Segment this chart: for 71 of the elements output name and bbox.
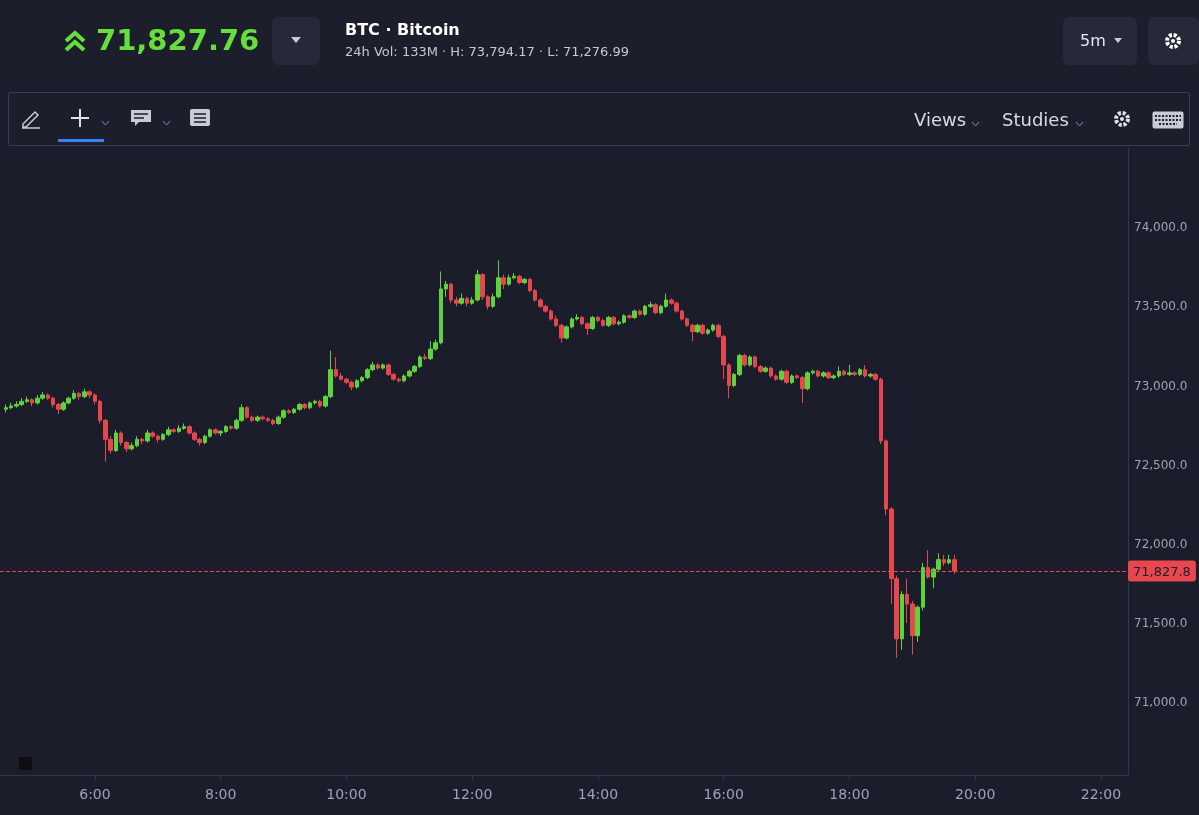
candlestick: [784, 369, 789, 385]
candlestick: [821, 370, 826, 379]
x-tick-label: 6:00: [79, 786, 111, 802]
text: 71,827.76: [96, 22, 260, 59]
candlestick: [501, 274, 506, 290]
candlestick: [947, 554, 951, 565]
x-tick-label: 20:00: [955, 786, 996, 802]
y-tick-label: 71,000.0: [1134, 695, 1188, 710]
candlestick: [606, 315, 611, 328]
x-tick-label: 18:00: [829, 786, 870, 802]
candlestick: [695, 323, 700, 334]
candlestick: [700, 323, 705, 336]
candlestick: [517, 274, 522, 285]
x-tick-label: 22:00: [1080, 786, 1122, 802]
candlestick: [627, 313, 632, 320]
x-tick-label: 10:00: [326, 786, 367, 802]
candlestick: [77, 391, 81, 401]
candlestick: [858, 367, 862, 377]
y-tick-label: 72,500.0: [1134, 457, 1188, 472]
candlestick: [114, 429, 118, 453]
candlestick: [748, 354, 752, 367]
candlestick: [653, 302, 658, 315]
candlestick: [632, 309, 637, 320]
candlestick: [942, 554, 946, 567]
text: 5m: [1080, 31, 1106, 50]
chart-subtitle: 24h Vol: 133M · H: 73,794.17 · L: 71,276.99: [345, 44, 630, 59]
candlestick: [465, 296, 469, 307]
candlestick: [863, 364, 867, 379]
candlestick: [255, 415, 260, 423]
candlestick: [376, 362, 380, 371]
candlestick: [638, 309, 642, 317]
y-tick-label: 73,500.0: [1134, 299, 1188, 314]
candlestick: [816, 369, 820, 379]
candlestick: [423, 353, 427, 361]
text: Views: [914, 109, 967, 130]
y-tick-label: 71,500.0: [1134, 616, 1188, 630]
candlestick: [171, 427, 176, 434]
candlestick: [302, 402, 307, 410]
candlestick: [826, 370, 831, 380]
candlestick: [842, 369, 846, 377]
candlestick: [381, 362, 385, 371]
candlestick: [318, 399, 322, 409]
candlestick: [763, 366, 768, 374]
chart-title: BTC · Bitcoin: [345, 20, 460, 39]
candlestick: [742, 353, 747, 367]
x-tick-label: 8:00: [204, 786, 237, 802]
candlestick: [790, 373, 794, 385]
y-tick-label: 73,000.0: [1134, 378, 1188, 393]
text: Studies: [1002, 109, 1069, 130]
candlestick: [30, 397, 34, 407]
candlestick: [611, 315, 616, 326]
y-tick-label: 74,000.0: [1134, 220, 1188, 235]
candlestick: [229, 424, 233, 431]
x-tick-label: 16:00: [703, 786, 744, 802]
candlestick: [522, 277, 527, 285]
candlestick: [868, 372, 873, 379]
candlestick: [459, 293, 464, 306]
candlestick: [900, 590, 904, 651]
ref-line-label: 71,827.8: [1133, 563, 1191, 579]
candlestick: [145, 429, 150, 443]
candlestick: [847, 364, 852, 377]
x-tick-label: 14:00: [577, 786, 619, 802]
candlestick: [590, 315, 595, 331]
candlestick: [287, 408, 291, 415]
candlestick: [82, 388, 87, 399]
candlestick: [140, 437, 144, 445]
candlestick: [779, 369, 784, 382]
candlestick: [852, 370, 857, 377]
candlestick: [213, 427, 218, 436]
y-tick-label: 72,000.0: [1134, 536, 1188, 551]
x-tick-label: 12:00: [452, 786, 493, 802]
